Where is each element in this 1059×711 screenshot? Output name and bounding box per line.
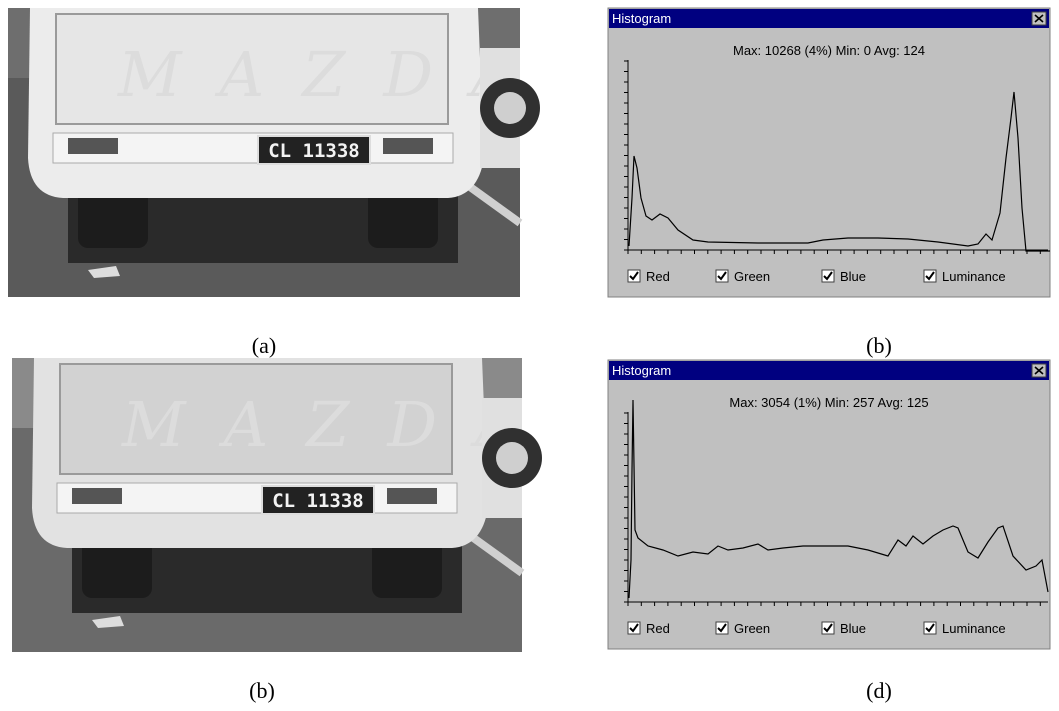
checkbox-label[interactable]: Red — [646, 269, 670, 284]
histogram-stats: Max: 3054 (1%) Min: 257 Avg: 125 — [729, 395, 928, 410]
checkbox-label[interactable]: Luminance — [942, 621, 1006, 636]
caption: (a) — [252, 333, 276, 358]
histogram-stats: Max: 10268 (4%) Min: 0 Avg: 124 — [733, 43, 925, 58]
check-mark — [717, 271, 727, 281]
close-icon — [1034, 14, 1044, 23]
window-frame — [607, 359, 1051, 650]
right-hub — [496, 442, 528, 474]
plate — [257, 135, 371, 165]
tailgate — [59, 363, 453, 475]
window-title: Histogram — [612, 363, 671, 378]
histogram-curve — [628, 91, 1050, 252]
checkbox-label[interactable]: Green — [734, 269, 770, 284]
checkbox-label[interactable]: Blue — [840, 621, 866, 636]
title-bar — [609, 361, 1049, 380]
check-mark — [717, 623, 727, 633]
histogram-window: Histogram Max: 10268 (4%) Min: 0 Avg: 124… — [607, 7, 1051, 298]
checkbox-label[interactable]: Luminance — [942, 269, 1006, 284]
window-title: Histogram — [612, 11, 671, 26]
check-mark — [823, 623, 833, 633]
close-icon — [1034, 366, 1044, 375]
checkbox-label[interactable]: Green — [734, 621, 770, 636]
caption: (b) — [249, 678, 275, 703]
tail-light — [68, 138, 118, 154]
histogram-curve — [628, 399, 1049, 599]
tail-light — [72, 488, 122, 504]
photo: MAZDA CL 11338 — [12, 358, 558, 652]
tail-light — [383, 138, 433, 154]
plate-text: CL 11338 — [268, 140, 360, 162]
brand-text: MAZDA — [117, 38, 554, 111]
plate-text: CL 11338 — [272, 490, 364, 512]
title-bar — [609, 9, 1049, 28]
tailgate — [55, 13, 449, 125]
caption: (d) — [866, 678, 892, 703]
caption: (b) — [866, 333, 892, 358]
right-hub — [494, 92, 526, 124]
checkbox-label[interactable]: Blue — [840, 269, 866, 284]
histogram-window: Histogram Max: 3054 (1%) Min: 257 Avg: 12… — [607, 359, 1051, 650]
litter — [92, 616, 124, 628]
plate — [261, 485, 375, 515]
check-mark — [629, 271, 639, 281]
check-mark — [925, 623, 935, 633]
photo: MAZDA CL 11338 — [8, 8, 554, 297]
tail-light — [387, 488, 437, 504]
brand-text: MAZDA — [121, 388, 558, 461]
check-mark — [629, 623, 639, 633]
window-frame — [607, 7, 1051, 298]
checkbox-label[interactable]: Red — [646, 621, 670, 636]
check-mark — [823, 271, 833, 281]
check-mark — [925, 271, 935, 281]
litter — [88, 266, 120, 278]
